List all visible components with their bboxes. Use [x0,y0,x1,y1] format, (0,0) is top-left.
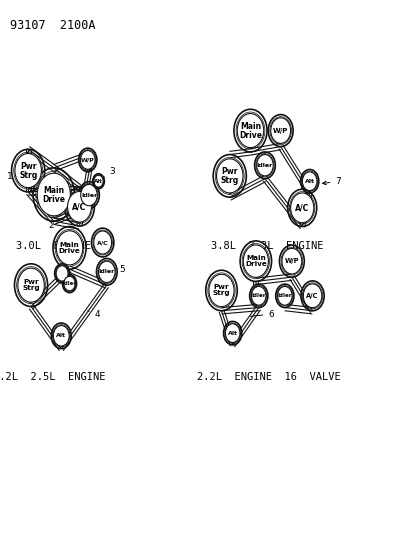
Text: 1: 1 [7,173,25,181]
Circle shape [67,191,91,222]
Text: Alt: Alt [304,179,314,184]
Circle shape [303,284,321,308]
Circle shape [15,154,41,188]
Text: Alt: Alt [94,179,103,184]
Circle shape [301,172,316,191]
Circle shape [209,274,233,306]
Circle shape [290,193,313,223]
Text: Idler: Idler [256,163,273,168]
Circle shape [18,268,44,302]
Circle shape [80,150,95,169]
Text: Alt: Alt [56,333,66,338]
Circle shape [53,326,69,346]
Circle shape [256,155,273,176]
Text: Pwr
Strg: Pwr Strg [19,161,37,180]
Text: 7: 7 [322,177,340,186]
Circle shape [243,245,268,277]
Text: Idler: Idler [251,293,266,298]
Text: Pwr
Strg: Pwr Strg [220,167,238,185]
Text: W/P: W/P [284,258,299,264]
Circle shape [56,266,68,281]
Circle shape [270,118,290,143]
Text: A/C: A/C [72,203,86,211]
Circle shape [93,231,112,254]
Text: 2: 2 [49,217,55,230]
Text: 2.2L  2.5L  ENGINE: 2.2L 2.5L ENGINE [0,372,106,382]
Text: Pwr
Strg: Pwr Strg [22,279,40,291]
Text: Main
Drive: Main Drive [59,242,80,254]
Text: 4: 4 [88,310,100,319]
Circle shape [237,114,263,148]
Text: A/C: A/C [294,204,309,212]
Text: 2.2L  ENGINE  16  VALVE: 2.2L ENGINE 16 VALVE [197,372,340,382]
Text: Main
Drive: Main Drive [238,122,261,140]
Text: Pwr
Strg: Pwr Strg [212,285,230,296]
Text: W/P: W/P [272,127,288,134]
Text: Idler: Idler [62,281,76,286]
Circle shape [56,231,83,265]
Text: A/C: A/C [97,240,108,245]
Circle shape [277,286,292,305]
Circle shape [94,175,103,187]
Text: 6: 6 [250,310,273,319]
Text: 93107  2100A: 93107 2100A [10,19,96,31]
Text: 3.0L  ENGINE: 3.0L ENGINE [16,241,91,252]
Text: W/P: W/P [81,157,95,163]
Circle shape [225,324,240,343]
Text: A/C: A/C [306,293,318,299]
Circle shape [216,159,242,193]
Circle shape [37,173,70,216]
Text: 3.8L  3.3L  ENGINE: 3.8L 3.3L ENGINE [210,241,323,252]
Circle shape [81,184,97,206]
Circle shape [64,276,75,291]
Circle shape [281,248,301,274]
Text: Main
Drive: Main Drive [42,185,65,204]
Text: 3: 3 [101,167,115,180]
Text: Idler: Idler [98,269,115,274]
Text: 5: 5 [109,265,125,274]
Text: Idler: Idler [277,293,292,298]
Text: Alt: Alt [227,330,237,336]
Text: Idler: Idler [81,192,97,198]
Circle shape [98,261,115,282]
Circle shape [251,286,266,305]
Text: Main
Drive: Main Drive [244,255,266,267]
